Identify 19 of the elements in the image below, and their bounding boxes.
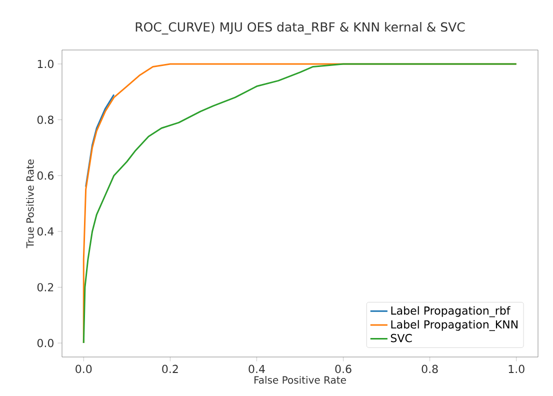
x-tick-label: 0.8: [422, 364, 438, 374]
legend-label: SVC: [390, 334, 412, 342]
legend-label: Label Propagation_KNN: [391, 320, 518, 332]
y-tick-label: 1.0: [38, 60, 54, 68]
y-tick-label: 0.2: [37, 283, 54, 292]
y-tick-label: 0.0: [37, 338, 54, 348]
x-tick-label: 0.6: [335, 364, 352, 374]
y-tick-label: 0.8: [37, 116, 54, 124]
y-tick-label: 0.4: [37, 227, 54, 236]
chart-title: ROC_CURVE) MJU OES data_RBF & KNN kernal & SVC: [136, 22, 465, 34]
legend-label: Label Propagation_rbf: [391, 306, 510, 318]
x-tick-label: 1.0: [508, 364, 524, 374]
y-tick-label: 0.6: [37, 171, 54, 180]
x-tick-label: 0.2: [162, 364, 178, 374]
y-axis-title: True Positive Rate: [26, 159, 34, 248]
x-tick-label: 0.4: [248, 364, 265, 374]
x-axis-title: False Positive Rate: [254, 376, 346, 384]
line-series: [85, 94, 115, 188]
x-tick-label: 0.0: [76, 364, 92, 374]
